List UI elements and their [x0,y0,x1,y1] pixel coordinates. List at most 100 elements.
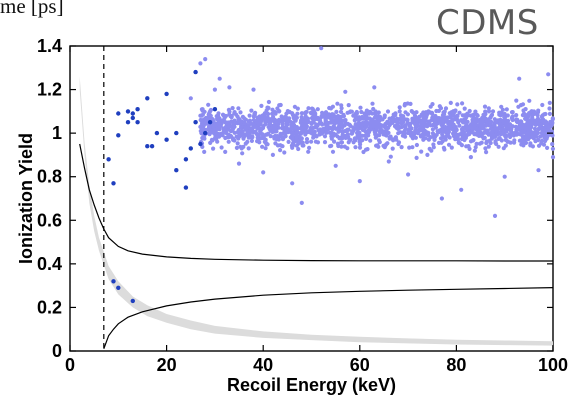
lower-acceptance-curve [103,287,554,350]
electron-recoil-point [449,145,454,150]
electron-recoil-point [332,114,337,119]
nuclear-recoil-point [116,111,121,116]
electron-recoil-point [514,113,519,118]
y-tick-label: 0.4 [37,254,62,274]
electron-recoil-point [487,138,492,143]
electron-recoil-point [507,132,512,137]
cdms-label: CDMS [436,3,539,43]
electron-recoil-point [542,112,547,117]
electron-recoil-point [464,144,469,149]
electron-recoil-point [478,132,483,137]
electron-recoil-point [467,108,472,114]
electron-recoil-point [319,46,324,51]
electron-recoil-point [301,127,306,132]
electron-recoil-point [202,149,207,154]
electron-recoil-point [296,146,301,152]
electron-recoil-point [258,120,263,126]
electron-recoil-point [216,111,221,116]
electron-recoil-point [447,111,452,116]
electron-recoil-point [210,117,215,122]
electron-recoil-point [505,113,510,118]
electron-recoil-point [277,109,282,114]
electron-recoil-point [289,143,294,148]
upper-acceptance-curve [79,143,553,262]
electron-recoil-point [309,126,314,132]
electron-recoil-point [535,130,540,135]
y-tick-label: 1.4 [37,36,62,56]
electron-recoil-point [455,102,460,107]
electron-recoil-point [206,102,211,107]
electron-recoil-point [454,127,459,133]
electron-recoil-point [519,129,524,134]
electron-recoil-point [224,130,229,136]
electron-recoil-point [218,118,223,123]
electron-recoil-point [278,148,283,153]
electron-recoil-point [546,72,551,77]
electron-recoil-point [333,163,338,168]
electron-recoil-point [323,122,329,127]
electron-recoil-point [368,109,373,114]
electron-recoil-point [388,154,393,159]
electron-recoil-point [286,129,291,135]
electron-recoil-point [517,76,522,81]
electron-recoil-point [198,128,203,134]
electron-recoil-point [401,130,406,135]
electron-recoil-point [256,133,261,138]
electron-recoil-point [203,119,208,124]
electron-recoil-point [536,126,541,131]
electron-recoil-point [547,111,553,116]
nuclear-recoil-points [106,69,218,304]
electron-recoil-point [236,106,241,111]
electron-recoil-point [327,105,332,111]
electron-recoil-point [331,124,336,129]
electron-recoil-point [500,127,505,132]
electron-recoil-point [212,87,217,92]
y-tick-label: 0.2 [37,297,62,317]
electron-recoil-point [294,126,299,131]
electron-recoil-point [290,181,295,186]
electron-recoil-point [328,144,333,149]
electron-recoil-point [373,128,379,133]
electron-recoil-point [411,120,416,125]
electron-recoil-point [188,96,193,101]
electron-recoil-point [434,108,439,114]
electron-recoil-point [260,144,265,149]
electron-recoil-point [370,101,375,106]
electron-recoil-point [422,111,428,117]
electron-recoil-point [490,109,496,114]
electron-recoil-point [396,141,401,147]
electron-recoil-point [536,138,541,143]
electron-recoil-point [484,140,489,146]
electron-recoil-point [421,125,426,130]
electron-recoil-point [298,137,303,142]
electron-recoil-point [550,155,556,160]
electron-recoil-point [406,130,411,136]
electron-recoil-point [215,139,220,144]
electron-recoil-point [321,114,326,119]
electron-recoil-point [213,121,218,127]
electron-recoil-point [486,109,492,114]
electron-recoil-point [457,132,462,137]
electron-recoil-point [332,139,337,144]
electron-recoil-point [275,143,280,148]
electron-recoil-point [472,148,477,153]
electron-recoil-point [283,114,288,119]
nuclear-recoil-point [164,91,169,97]
electron-recoil-point [488,115,493,120]
electron-recoil-point [253,124,258,129]
electron-recoil-point [338,117,343,122]
y-tick-label: 0.6 [37,210,62,230]
electron-recoil-point [345,146,350,151]
electron-recoil-point [359,109,364,115]
electron-recoil-point [466,130,471,135]
electron-recoil-point [504,107,509,112]
electron-recoil-point [397,105,402,110]
electron-recoil-point [229,119,234,124]
electron-recoil-point [430,131,435,136]
nuclear-recoil-point [174,168,179,173]
electron-recoil-point [541,142,547,147]
electron-recoil-point [441,121,446,126]
nuclear-recoil-point [188,146,193,151]
electron-recoil-point [200,107,205,112]
electron-recoil-point [330,149,336,154]
